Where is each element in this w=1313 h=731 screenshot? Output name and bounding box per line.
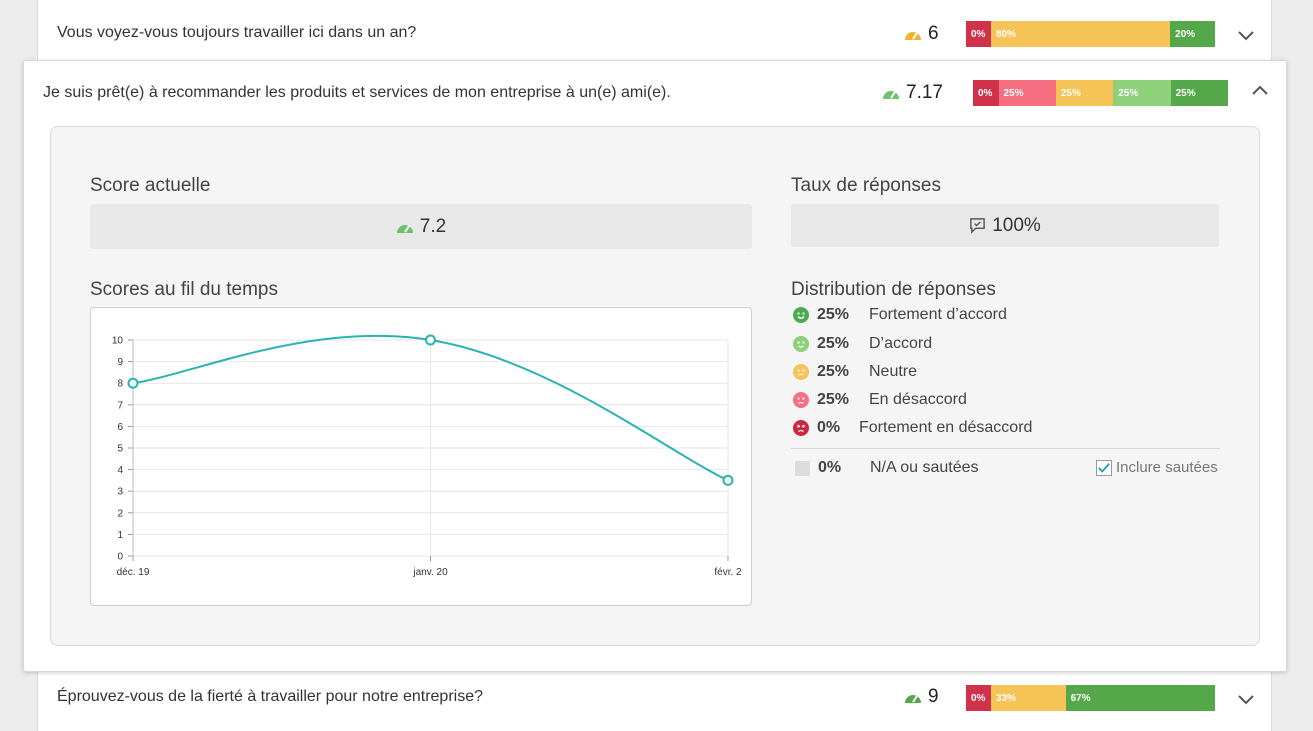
bar-segment: 0%: [966, 685, 991, 711]
distribution-item: 25% D’accord: [793, 335, 932, 353]
bar-segment: 20%: [1170, 21, 1215, 47]
distribution-pct: 25%: [817, 391, 850, 408]
y-tick-label: 8: [117, 379, 123, 390]
y-tick-label: 2: [117, 508, 123, 519]
response-rate-value: 100%: [992, 214, 1041, 236]
distribution-item: 25% En désaccord: [793, 391, 967, 409]
bar-segment: 0%: [973, 80, 999, 106]
response-distribution-bar: 0% 80% 20%: [966, 21, 1215, 47]
sad-face-icon: [793, 392, 809, 408]
distribution-pct: 25%: [817, 335, 850, 352]
scores-line-chart: 0 1 2 3 4 5 6 7 8 9 10 déc. 19 janv. 20 févr. 2: [112, 334, 742, 578]
response-distribution-bar: 0% 25% 25% 25% 25%: [973, 80, 1228, 106]
current-score-box: 7.2: [90, 204, 752, 249]
chevron-up-icon[interactable]: [1251, 82, 1269, 100]
gauge-icon: [396, 224, 413, 233]
divider: [791, 448, 1220, 449]
bar-segment: 25%: [1055, 80, 1114, 106]
distribution-label: D’accord: [869, 335, 933, 352]
question-text: Vous voyez-vous toujours travailler ici …: [57, 24, 417, 41]
bar-segment: 25%: [1113, 80, 1171, 106]
gauge-icon: [883, 91, 899, 99]
include-skipped-toggle[interactable]: Inclure sautées: [1096, 459, 1218, 476]
distribution-item: 0% Fortement en désaccord: [793, 419, 1032, 437]
distribution-pct: 25%: [817, 306, 850, 323]
current-score-value: 7.2: [419, 215, 447, 237]
distribution-title: Distribution de réponses: [791, 279, 996, 300]
response-distribution-bar: 0% 33% 67%: [966, 685, 1215, 711]
x-tick-label: déc. 19: [117, 567, 150, 578]
bar-segment: 25%: [1170, 80, 1228, 106]
na-swatch: [795, 460, 810, 476]
na-row: 0% N/A ou sautées: [795, 459, 979, 477]
bar-segment: 80%: [990, 21, 1171, 47]
y-tick-label: 3: [117, 487, 123, 498]
distribution-pct: 25%: [817, 363, 850, 380]
scores-chart-container: 0 1 2 3 4 5 6 7 8 9 10 déc. 19 janv. 20 févr. 2: [90, 307, 752, 606]
na-label: N/A ou sautées: [870, 459, 979, 476]
chevron-down-icon[interactable]: [1237, 690, 1255, 708]
gauge-icon: [905, 32, 921, 40]
question-text: Je suis prêt(e) à recommander les produi…: [43, 84, 671, 101]
chevron-down-icon[interactable]: [1237, 26, 1255, 44]
response-rate-box: 100%: [791, 204, 1219, 247]
x-tick-label: janv. 20: [412, 567, 448, 578]
bar-segment: 33%: [990, 685, 1066, 711]
distribution-label: Fortement en désaccord: [859, 419, 1033, 436]
happy-face-icon: [793, 307, 809, 323]
question-score: 7.17: [882, 82, 943, 104]
y-tick-label: 4: [117, 465, 123, 476]
distribution-item: 25% Neutre: [793, 363, 917, 381]
smile-face-icon: [793, 336, 809, 352]
neutral-face-icon: [793, 364, 809, 380]
comment-icon: [970, 218, 986, 234]
question-score: 9: [904, 686, 939, 708]
distribution-pct: 0%: [817, 419, 841, 436]
include-skipped-label: Inclure sautées: [1116, 459, 1218, 476]
data-point: [425, 334, 436, 346]
distribution-label: En désaccord: [869, 391, 967, 408]
na-pct: 0%: [818, 459, 842, 476]
data-point: [722, 474, 734, 486]
angry-face-icon: [793, 420, 809, 436]
check-icon: [1098, 462, 1110, 473]
question-row-3[interactable]: Éprouvez-vous de la fierté à travailler …: [57, 688, 483, 706]
y-tick-label: 6: [117, 422, 123, 433]
question-text: Éprouvez-vous de la fierté à travailler …: [57, 688, 483, 705]
y-tick-label: 10: [112, 336, 124, 347]
distribution-label: Fortement d’accord: [869, 306, 1007, 323]
question-score: 6: [904, 23, 939, 45]
x-tick-label: févr. 2: [714, 567, 742, 578]
include-skipped-checkbox[interactable]: [1096, 459, 1112, 476]
question-row-1[interactable]: Vous voyez-vous toujours travailler ici …: [57, 24, 416, 42]
y-tick-label: 5: [117, 444, 123, 455]
y-tick-label: 1: [117, 530, 123, 541]
question-row-2[interactable]: Je suis prêt(e) à recommander les produi…: [43, 84, 671, 102]
data-point: [127, 377, 139, 389]
response-rate-title: Taux de réponses: [791, 175, 941, 196]
y-tick-label: 9: [117, 357, 123, 368]
distribution-item: 25% Fortement d’accord: [793, 306, 1007, 324]
bar-segment: 25%: [998, 80, 1056, 106]
scores-over-time-title: Scores au fil du temps: [90, 279, 278, 300]
bar-segment: 0%: [966, 21, 991, 47]
y-tick-label: 7: [117, 400, 123, 411]
bar-segment: 67%: [1065, 685, 1215, 711]
y-tick-label: 0: [117, 552, 123, 563]
gauge-icon: [905, 695, 921, 703]
distribution-label: Neutre: [869, 363, 918, 380]
current-score-title: Score actuelle: [90, 175, 211, 196]
